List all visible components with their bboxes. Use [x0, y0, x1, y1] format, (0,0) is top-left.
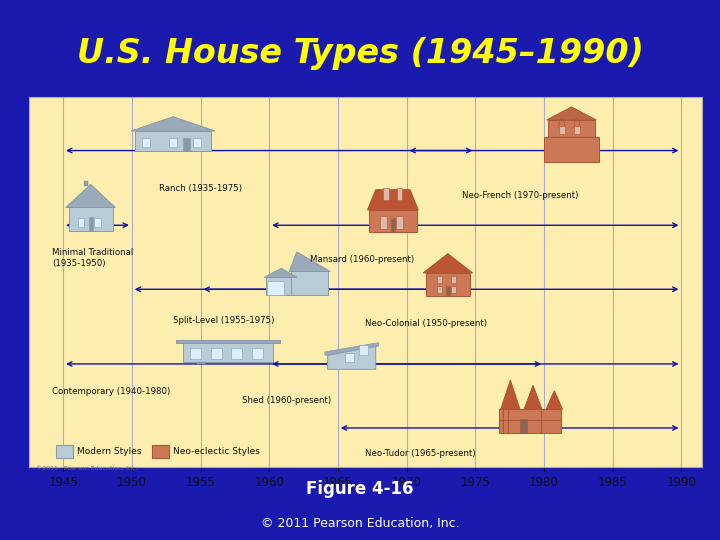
Text: Minimal Traditional
(1935-1950): Minimal Traditional (1935-1950): [52, 248, 133, 268]
Bar: [135, 131, 211, 151]
Bar: [68, 207, 112, 231]
Bar: [559, 126, 565, 134]
Bar: [193, 138, 201, 147]
Bar: [437, 276, 442, 284]
Polygon shape: [546, 390, 562, 409]
Bar: [84, 181, 88, 186]
Bar: [169, 138, 177, 147]
Bar: [211, 348, 222, 359]
Bar: [574, 126, 580, 134]
Bar: [56, 445, 73, 458]
Bar: [78, 218, 84, 227]
Bar: [266, 277, 294, 295]
Text: Mansard (1960-present): Mansard (1960-present): [310, 255, 415, 265]
Bar: [520, 419, 527, 433]
Polygon shape: [367, 190, 418, 210]
Bar: [451, 276, 456, 284]
Bar: [184, 343, 273, 362]
Bar: [451, 286, 456, 293]
Polygon shape: [524, 386, 542, 409]
Bar: [426, 273, 470, 296]
Text: U.S. House Types (1945–1990): U.S. House Types (1945–1990): [76, 37, 644, 70]
Text: Ranch (1935-1975): Ranch (1935-1975): [159, 184, 243, 193]
Text: Contemporary (1940-1980): Contemporary (1940-1980): [52, 387, 171, 396]
Bar: [380, 217, 387, 229]
Polygon shape: [500, 380, 520, 409]
Bar: [267, 281, 284, 295]
Bar: [142, 138, 150, 147]
Bar: [383, 188, 389, 200]
Bar: [190, 348, 201, 359]
Polygon shape: [423, 254, 472, 273]
Bar: [197, 362, 205, 364]
Bar: [184, 138, 190, 151]
Bar: [396, 217, 403, 229]
Bar: [252, 348, 263, 359]
Text: Neo-Tudor (1965-present): Neo-Tudor (1965-present): [366, 449, 476, 458]
Bar: [359, 345, 368, 355]
Bar: [94, 218, 101, 227]
Text: Modern Styles: Modern Styles: [77, 447, 141, 456]
Polygon shape: [66, 184, 115, 207]
Text: ©2011   Pearson Education, Inc.: ©2011 Pearson Education, Inc.: [36, 465, 138, 470]
Polygon shape: [264, 268, 297, 277]
Text: © 2011 Pearson Education, Inc.: © 2011 Pearson Education, Inc.: [261, 517, 459, 530]
Bar: [548, 120, 595, 137]
Polygon shape: [325, 342, 379, 355]
Text: Neo-French (1970-present): Neo-French (1970-present): [462, 192, 578, 200]
Bar: [437, 286, 442, 293]
Text: Neo-eclectic Styles: Neo-eclectic Styles: [173, 447, 260, 456]
Text: Split-Level (1955-1975): Split-Level (1955-1975): [173, 316, 274, 325]
Bar: [231, 348, 243, 359]
Polygon shape: [176, 340, 279, 343]
Bar: [500, 409, 561, 433]
Text: Shed (1960-present): Shed (1960-present): [242, 396, 331, 405]
Polygon shape: [546, 107, 596, 120]
Bar: [369, 210, 417, 232]
Polygon shape: [328, 346, 376, 369]
Bar: [291, 272, 328, 295]
Bar: [446, 286, 450, 296]
Text: Neo-Colonial (1950-present): Neo-Colonial (1950-present): [366, 320, 487, 328]
Bar: [544, 137, 599, 162]
Polygon shape: [131, 117, 215, 131]
Bar: [391, 218, 395, 232]
Text: Figure 4-16: Figure 4-16: [306, 480, 414, 498]
Bar: [345, 353, 354, 362]
Bar: [397, 188, 402, 200]
Polygon shape: [289, 252, 330, 272]
Bar: [89, 217, 93, 231]
Bar: [153, 445, 169, 458]
